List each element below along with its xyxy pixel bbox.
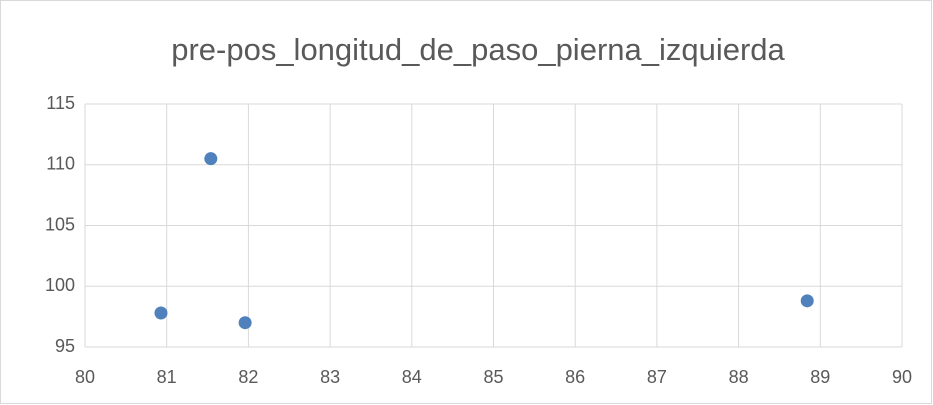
y-tick-label: 95 — [55, 336, 75, 356]
x-tick-label: 87 — [647, 367, 667, 387]
y-tick-label: 110 — [46, 154, 75, 174]
x-tick-label: 90 — [892, 367, 912, 387]
x-tick-label: 85 — [483, 367, 503, 387]
x-tick-label: 86 — [565, 367, 585, 387]
y-tick-label: 115 — [46, 93, 75, 113]
x-tick-label: 84 — [402, 367, 422, 387]
x-tick-label: 80 — [75, 367, 95, 387]
point — [238, 316, 252, 330]
point — [800, 294, 814, 308]
y-tick-label: 100 — [45, 275, 75, 295]
x-tick-label: 81 — [157, 367, 177, 387]
x-tick-label: 82 — [238, 367, 258, 387]
x-tick-label: 83 — [320, 367, 340, 387]
point — [154, 306, 168, 320]
y-tick-label: 105 — [45, 214, 75, 234]
point — [204, 152, 218, 166]
chart-title: pre-pos_longitud_de_paso_pierna_izquierd… — [171, 32, 785, 67]
x-tick-label: 89 — [810, 367, 830, 387]
x-tick-label: 88 — [729, 367, 749, 387]
